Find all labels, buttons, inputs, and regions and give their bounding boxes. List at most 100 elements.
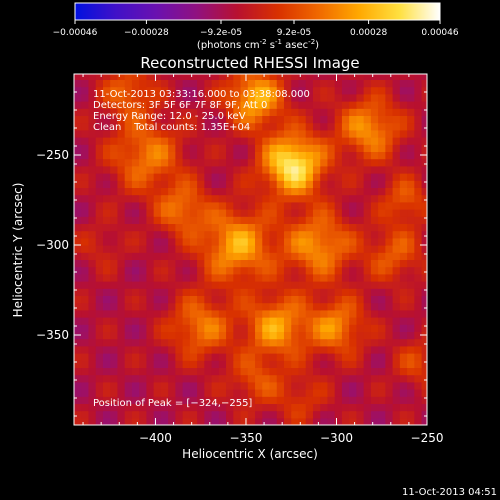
heatmap-cell (110, 74, 119, 80)
heatmap-cell (218, 331, 227, 340)
heatmap-cell (305, 79, 314, 88)
heatmap-cell (247, 396, 256, 404)
heatmap-cell (414, 122, 423, 131)
heatmap-cell (197, 216, 205, 224)
heatmap-cell (218, 309, 227, 318)
heatmap-cell (117, 115, 126, 124)
heatmap-cell (320, 209, 329, 217)
heatmap-cell (74, 353, 82, 361)
heatmap-cell (421, 403, 427, 412)
heatmap-cell (160, 417, 169, 425)
heatmap-cell (204, 288, 213, 296)
heatmap-cell (370, 137, 379, 145)
heatmap-cell (146, 115, 155, 124)
colorbar-ticks: −0.00046 −0.00028 −9.2e-05 9.2e-05 0.00028 0.… (53, 20, 459, 38)
heatmap-cell (407, 93, 415, 102)
heatmap-cell (392, 309, 401, 318)
heatmap-cell (226, 173, 234, 181)
heatmap-cell (298, 151, 307, 160)
heatmap-cell (175, 288, 184, 296)
heatmap-cell (370, 360, 379, 368)
heatmap-cell (341, 165, 350, 174)
heatmap-cell (240, 389, 249, 397)
heatmap-cell (74, 180, 82, 188)
heatmap-cell (363, 101, 372, 109)
heatmap-cell (182, 216, 191, 224)
heatmap-cell (312, 273, 321, 282)
heatmap-cell (392, 230, 401, 239)
heatmap-cell (341, 302, 350, 311)
heatmap-cell (407, 403, 415, 412)
heatmap-cell (341, 381, 350, 390)
heatmap-cell (197, 115, 205, 124)
heatmap-cell (370, 79, 379, 88)
heatmap-cell (305, 151, 314, 160)
heatmap-cell (421, 295, 427, 304)
heatmap-cell (363, 187, 372, 196)
heatmap-cell (102, 374, 111, 383)
heatmap-cell (276, 180, 285, 188)
heatmap-cell (139, 317, 148, 325)
heatmap-cell (88, 259, 97, 268)
heatmap-cell (385, 324, 394, 332)
heatmap-cell (298, 129, 307, 138)
heatmap-cell (233, 381, 242, 390)
heatmap-cell (414, 324, 423, 332)
heatmap-cell (349, 158, 357, 167)
heatmap-cell (81, 79, 90, 88)
heatmap-cell (204, 360, 213, 368)
heatmap-cell (182, 122, 191, 131)
heatmap-cell (298, 331, 307, 340)
heatmap-cell (168, 173, 176, 181)
heatmap-cell (327, 367, 336, 376)
heatmap-cell (197, 122, 205, 131)
x-axis-label: Heliocentric X (arcsec) (182, 447, 318, 461)
heatmap-cell (320, 360, 329, 368)
heatmap-cell (175, 374, 184, 383)
heatmap-cell (298, 389, 307, 397)
heatmap-cell (204, 180, 213, 188)
heatmap-cell (305, 367, 314, 376)
heatmap-cell (233, 93, 242, 102)
heatmap-cell (153, 288, 162, 296)
heatmap-cell (378, 389, 386, 397)
heatmap-cell (370, 194, 379, 203)
heatmap-cell (320, 403, 329, 412)
heatmap-cell (204, 252, 213, 260)
heatmap-cell (305, 86, 314, 95)
heatmap-cell (262, 79, 271, 88)
heatmap-cell (117, 381, 126, 390)
heatmap-cell (88, 194, 97, 203)
heatmap-cell (88, 201, 97, 210)
heatmap-cell (175, 259, 184, 268)
heatmap-cell (255, 396, 263, 404)
heatmap-cell (168, 101, 176, 109)
heatmap-cell (327, 353, 336, 361)
heatmap-cell (399, 417, 408, 425)
heatmap-cell (226, 324, 234, 332)
heatmap-cell (283, 345, 292, 354)
heatmap-cell (298, 360, 307, 368)
heatmap-cell (110, 173, 119, 181)
heatmap-cell (204, 237, 213, 246)
heatmap-cell (218, 374, 227, 383)
heatmap-cell (255, 252, 263, 260)
heatmap-cell (131, 245, 140, 253)
heatmap-cell (110, 158, 119, 167)
heatmap-cell (240, 345, 249, 354)
heatmap-cell (370, 396, 379, 404)
heatmap-cell (255, 74, 263, 80)
heatmap-cell (189, 237, 198, 246)
heatmap-cell (320, 302, 329, 311)
heatmap-cell (197, 331, 205, 340)
heatmap-cell (414, 129, 423, 138)
heatmap-cell (283, 187, 292, 196)
heatmap-cell (414, 245, 423, 253)
heatmap-cell (131, 201, 140, 210)
x-tick-label: −300 (320, 431, 353, 445)
heatmap-cell (95, 201, 104, 210)
heatmap-cell (168, 201, 176, 210)
heatmap-cell (276, 345, 285, 354)
heatmap-cell (131, 410, 140, 419)
heatmap-cell (146, 389, 155, 397)
